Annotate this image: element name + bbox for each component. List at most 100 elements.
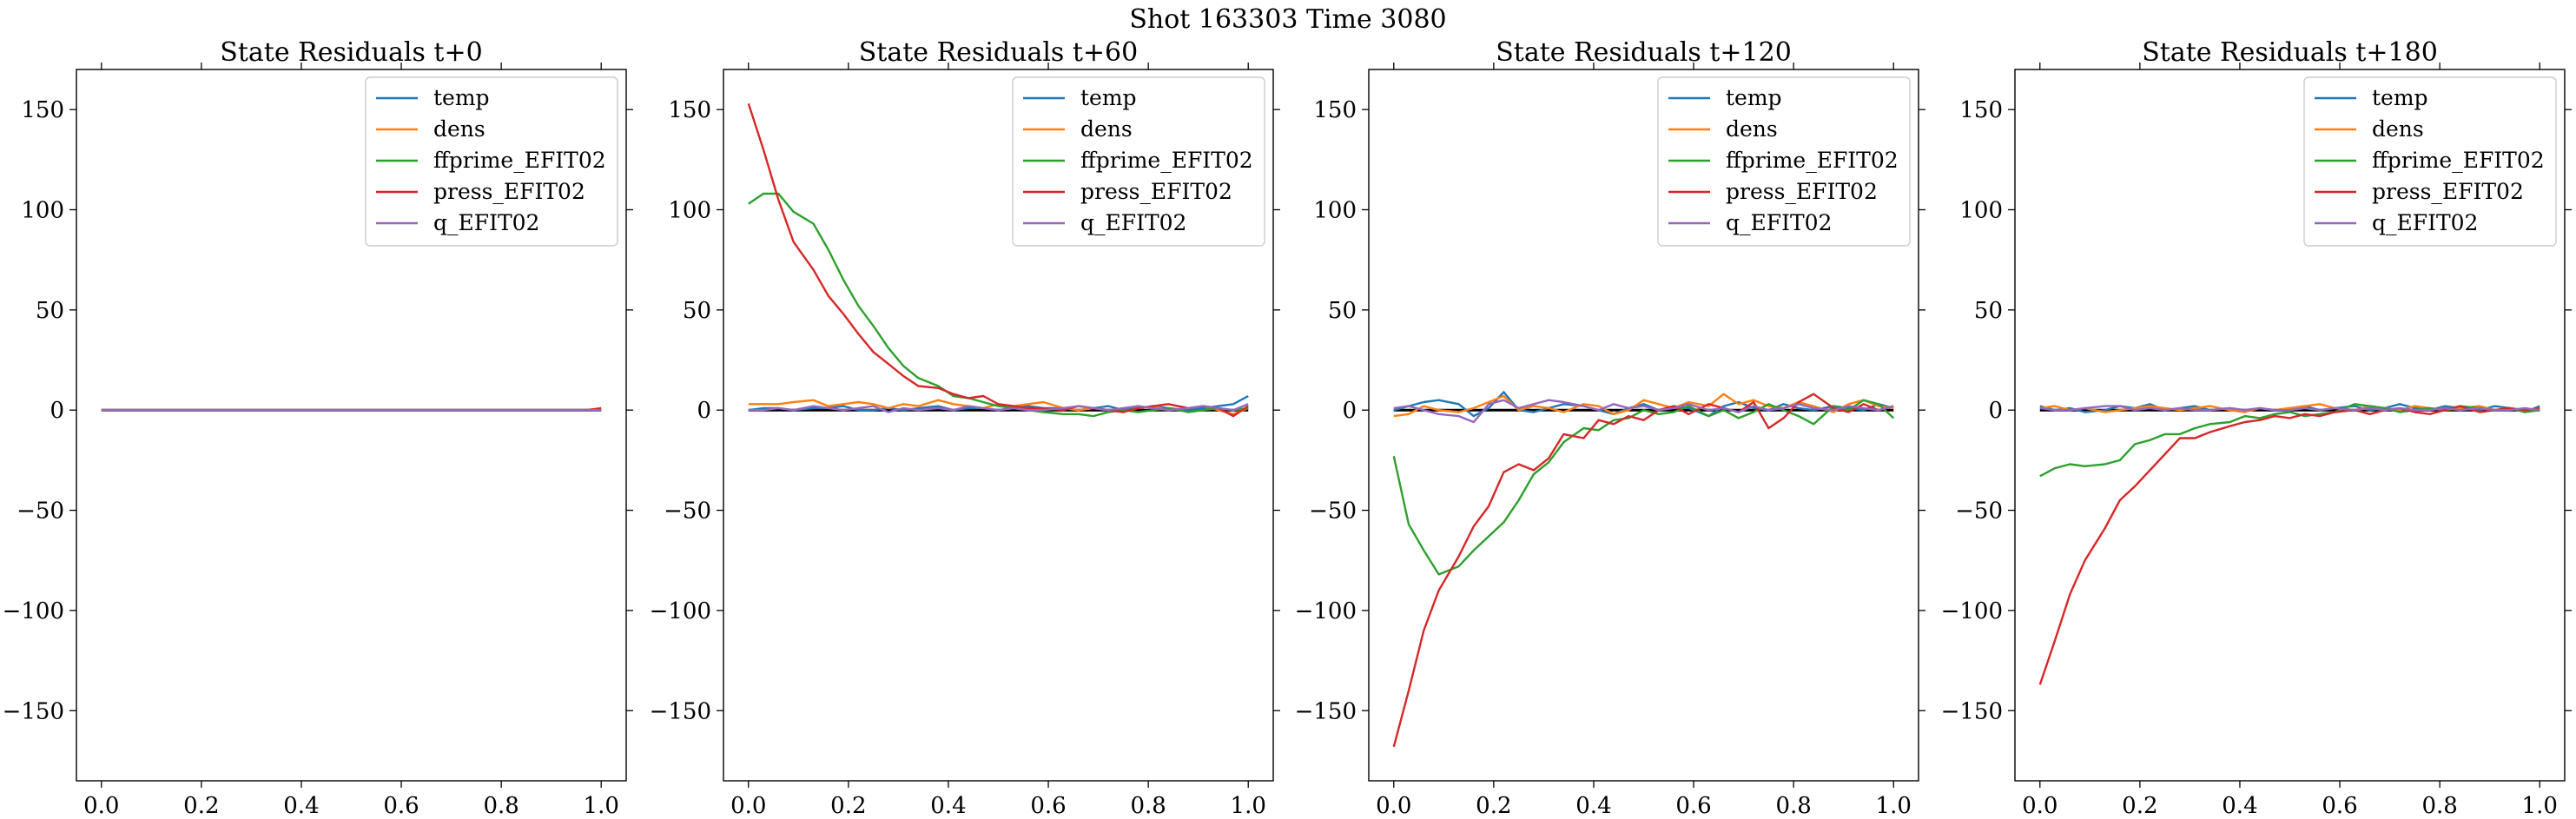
x-tick-label: 0.6 [1675,793,1711,819]
series-line-q_EFIT02 [748,403,1249,413]
subplot-3: State Residuals t+120 0.0 0.2 0.4 0.6 0.8 1.0 −… [1295,37,1925,819]
x-tick-label: 0.6 [383,793,419,819]
subplot-title: State Residuals t+120 [1496,37,1792,68]
legend-label: press_EFIT02 [1726,179,1878,204]
legend-box [1012,76,1265,247]
y-tick-label: 50 [36,298,64,324]
x-tick-label: 0.2 [830,793,866,819]
y-tick-label: −50 [17,499,64,525]
y-tick-label: 150 [668,97,711,123]
y-tick-label: 50 [683,298,711,324]
subplot-4: State Residuals t+180 0.0 0.2 0.4 0.6 0.8 1.0 −… [1941,37,2572,819]
legend-label: ffprime_EFIT02 [433,148,606,173]
x-tick-label: 0.4 [283,793,319,819]
series-line-temp [1393,391,1894,418]
x-tick-label: 0.0 [83,793,119,819]
y-tick-label: 0 [697,398,711,424]
x-tick-label: 0.2 [2122,793,2157,819]
legend-box [365,76,618,247]
y-tick-label: −150 [1295,698,1357,724]
y-tick-label: 150 [1959,97,2003,123]
legend-box [1657,76,1911,247]
x-tick-label: 1.0 [1231,793,1266,819]
x-tick-label: 0.8 [1775,793,1811,819]
x-tick-label: 0.4 [1575,793,1611,819]
series-line-press_EFIT02 [747,102,1249,418]
series-line-q_EFIT02 [2039,405,2540,412]
legend-label: temp [2372,85,2428,110]
subplot-title: State Residuals t+180 [2142,37,2438,68]
legend-label: q_EFIT02 [1726,210,1832,235]
y-tick-label: 150 [21,97,64,123]
x-tick-label: 0.8 [2421,793,2457,819]
legend-label: dens [433,116,485,142]
series-line-q_EFIT02 [1393,399,1894,424]
y-tick-label: −100 [650,598,711,624]
y-tick-label: 0 [50,398,64,424]
subplot-1: State Residuals t+0 0.0 0.2 0.4 0.6 0.8 1.0 −15… [3,37,633,819]
x-tick-label: 0.8 [483,793,519,819]
x-tick-label: 0.4 [930,793,966,819]
legend: temp dens ffprime_EFIT02 press_EFIT02 q_EFIT… [1012,76,1265,247]
x-tick-label: 0.0 [1376,793,1411,819]
x-tick-label: 1.0 [2522,793,2558,819]
legend-box [2303,76,2557,247]
subplots: State Residuals t+0 0.0 0.2 0.4 0.6 0.8 1.0 −15… [3,37,2572,819]
y-tick-label: −50 [1955,499,2003,525]
x-tick-label: 0.8 [1130,793,1166,819]
legend-label: dens [1080,116,1133,142]
legend-label: q_EFIT02 [1080,210,1186,235]
legend: temp dens ffprime_EFIT02 press_EFIT02 q_EFIT… [2303,76,2557,247]
legend-label: dens [1726,116,1778,142]
y-tick-label: 100 [21,197,64,223]
y-tick-label: −150 [1941,698,2003,724]
legend-label: press_EFIT02 [433,179,585,204]
y-tick-label: 0 [1342,398,1357,424]
legend-label: ffprime_EFIT02 [1080,148,1253,173]
y-tick-label: 50 [1328,298,1357,324]
axes-frame [1368,69,1919,782]
series-line-dens [1393,393,1894,418]
legend-label: ffprime_EFIT02 [1726,148,1899,173]
legend: temp dens ffprime_EFIT02 press_EFIT02 q_EFIT… [1657,76,1911,247]
x-tick-label: 0.2 [183,793,219,819]
y-tick-label: 100 [1959,197,2003,223]
subplot-title: State Residuals t+0 [220,37,482,68]
figure-suptitle: Shot 163303 Time 3080 [1129,4,1446,35]
y-tick-label: 100 [668,197,711,223]
legend-label: ffprime_EFIT02 [2372,148,2545,173]
series-line-press_EFIT02 [1392,393,1894,748]
x-tick-label: 0.6 [1030,793,1066,819]
y-tick-label: −50 [1309,499,1357,525]
legend: temp dens ffprime_EFIT02 press_EFIT02 q_EFIT… [365,76,618,247]
x-tick-label: 1.0 [584,793,619,819]
x-tick-label: 0.0 [730,793,766,819]
axes-frame [723,69,1274,782]
y-tick-label: 50 [1974,298,2003,324]
legend-label: temp [433,85,490,110]
y-tick-label: 100 [1313,197,1357,223]
series-line-press_EFIT02 [2038,405,2540,685]
legend-label: press_EFIT02 [2372,179,2524,204]
y-tick-label: −50 [664,499,711,525]
y-tick-label: 0 [1988,398,2003,424]
axes-frame [76,69,627,782]
legend-label: q_EFIT02 [2372,210,2478,235]
y-tick-label: −150 [650,698,711,724]
legend-label: temp [1726,85,1782,110]
legend-label: press_EFIT02 [1080,179,1232,204]
axes-frame [2014,69,2566,782]
legend-label: dens [2372,116,2424,142]
legend-label: temp [1080,85,1137,110]
y-tick-label: −100 [1941,598,2003,624]
y-tick-label: −150 [3,698,64,724]
x-tick-label: 0.4 [2222,793,2257,819]
y-tick-label: −100 [1295,598,1357,624]
x-tick-label: 0.2 [1476,793,1511,819]
legend-label: q_EFIT02 [433,210,539,235]
series-line-ffprime_EFIT02 [1392,399,1895,576]
y-tick-label: −100 [3,598,64,624]
subplot-title: State Residuals t+60 [859,37,1138,68]
x-tick-label: 1.0 [1876,793,1912,819]
